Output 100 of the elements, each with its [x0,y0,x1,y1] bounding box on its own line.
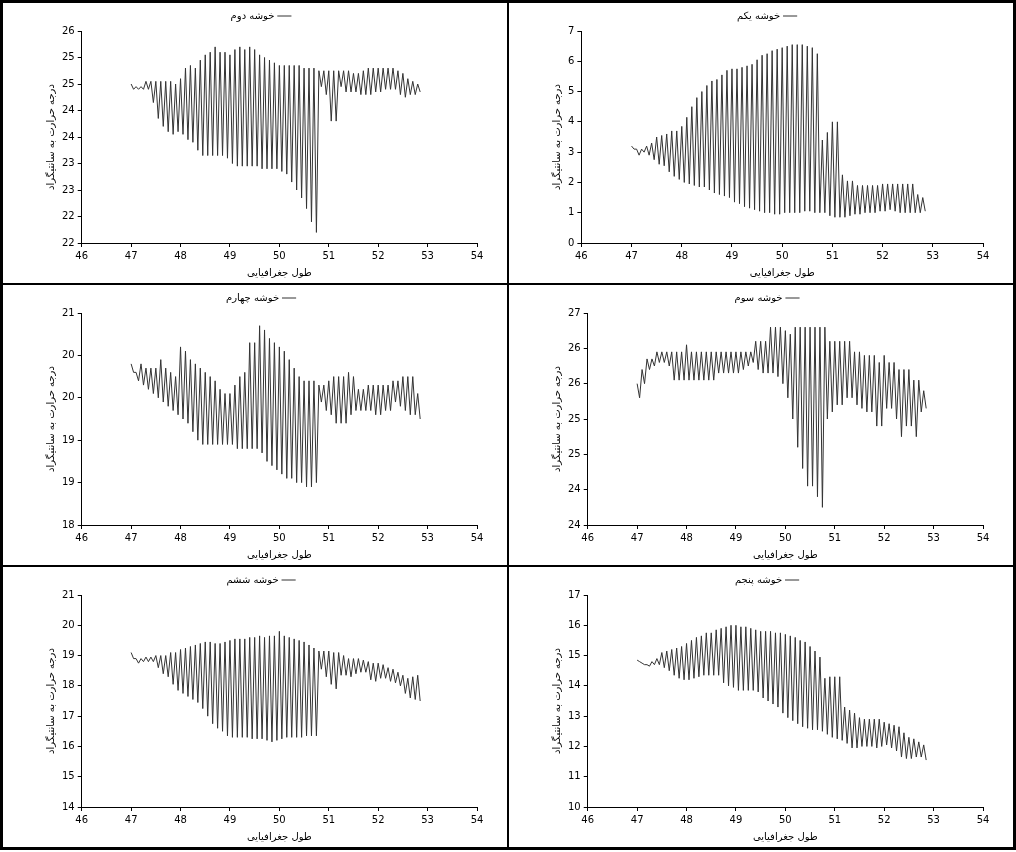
y-tick-label: 12 [567,740,581,752]
y-tick-label: 22 [61,210,75,222]
y-tick-label: 6 [567,54,575,66]
x-tick-label: 52 [876,249,889,261]
y-tick-label: 24 [567,518,581,530]
x-axis-title: طول جغرافیایی [246,266,312,278]
x-tick-label: 51 [828,531,842,543]
x-tick-label: 50 [273,249,286,261]
x-tick-label: 51 [322,531,336,543]
x-tick-label: 52 [877,531,891,543]
x-tick-label: 53 [421,531,434,543]
x-tick-label: 50 [775,249,789,261]
x-tick-label: 53 [927,813,940,825]
y-tick-label: 23 [61,183,75,195]
y-axis-title: درجه حرارت به سانتیگراد [550,84,562,190]
x-tick-label: 46 [75,813,89,825]
x-tick-label: 46 [575,249,588,261]
y-tick-label: 5 [567,85,575,97]
x-tick-label: 52 [877,813,891,825]
legend-label: خوشه یکم [736,9,781,22]
y-tick-label: 22 [61,236,75,248]
y-tick-label: 2 [567,176,575,188]
y-tick-label: 0 [567,236,575,248]
y-tick-label: 21 [61,306,75,318]
x-tick-label: 48 [680,531,693,543]
x-tick-label: 50 [779,531,792,543]
legend-label: خوشه سوم [734,291,783,303]
y-tick-label: 25 [567,412,581,424]
x-tick-label: 49 [725,249,739,261]
y-tick-label: 20 [61,391,75,403]
x-tick-label: 46 [75,249,89,261]
y-tick-label: 25 [61,51,75,63]
x-tick-label: 48 [174,813,187,825]
x-tick-label: 46 [75,531,89,543]
x-axis-title: طول جغرافیایی [246,548,312,560]
y-tick-label: 21 [61,588,75,600]
x-axis-title: طول جغرافیایی [752,548,818,560]
y-tick-label: 14 [61,800,75,812]
y-tick-label: 1 [567,206,575,218]
y-tick-label: 26 [61,24,75,36]
x-tick-label: 50 [273,813,286,825]
x-tick-label: 51 [828,813,842,825]
y-tick-label: 26 [567,341,581,353]
y-axis-title: درجه حرارت به سانتیگراد [550,366,562,472]
x-axis-title: طول جغرافیایی [749,266,815,278]
y-tick-label: 15 [61,770,75,782]
y-tick-label: 13 [567,709,581,721]
x-tick-label: 47 [630,813,644,825]
y-tick-label: 19 [61,649,75,661]
y-axis-title: درجه حرارت به سانتیگراد [44,366,56,472]
legend-label: خوشه چهارم [225,291,280,304]
y-tick-label: 18 [61,679,75,691]
x-tick-label: 51 [322,813,336,825]
x-tick-label: 52 [371,249,385,261]
x-tick-label: 54 [470,531,484,543]
y-tick-label: 16 [61,740,75,752]
x-tick-label: 49 [729,813,743,825]
y-tick-label: 14 [567,679,581,691]
x-tick-label: 49 [223,249,237,261]
y-tick-label: 23 [61,157,75,169]
y-tick-label: 10 [567,800,581,812]
legend-label: خوشه ششم [226,573,279,586]
x-tick-label: 50 [779,813,792,825]
x-tick-label: 47 [630,531,644,543]
x-tick-label: 49 [223,531,237,543]
y-axis-title: درجه حرارت به سانتیگراد [550,648,562,754]
y-tick-label: 17 [61,709,75,721]
y-tick-label: 25 [61,77,75,89]
x-tick-label: 47 [124,531,138,543]
y-tick-label: 3 [567,145,575,157]
y-tick-label: 25 [567,447,581,459]
y-tick-label: 24 [61,130,75,142]
x-tick-label: 54 [976,249,990,261]
y-tick-label: 7 [567,24,575,36]
y-tick-label: 24 [567,483,581,495]
y-tick-label: 26 [567,377,581,389]
x-axis-title: طول جغرافیایی [752,830,818,842]
x-tick-label: 52 [371,813,385,825]
y-tick-label: 18 [61,518,75,530]
x-tick-label: 54 [470,813,484,825]
legend-label: خوشه پنجم [734,573,783,586]
x-tick-label: 48 [675,249,689,261]
y-tick-label: 11 [567,770,581,782]
x-tick-label: 54 [976,531,990,543]
x-axis-title: طول جغرافیایی [246,830,312,842]
y-tick-label: 19 [61,476,75,488]
x-tick-label: 53 [421,249,434,261]
x-tick-label: 48 [174,531,187,543]
x-tick-label: 48 [680,813,693,825]
x-tick-label: 46 [581,531,595,543]
y-tick-label: 19 [61,433,75,445]
x-tick-label: 49 [729,531,743,543]
y-tick-label: 24 [61,104,75,116]
y-axis-title: درجه حرارت به سانتیگراد [44,648,56,754]
y-tick-label: 20 [61,618,75,630]
x-tick-label: 54 [470,249,484,261]
x-tick-label: 47 [124,813,138,825]
y-tick-label: 16 [567,618,581,630]
x-tick-label: 51 [322,249,336,261]
x-tick-label: 54 [976,813,990,825]
